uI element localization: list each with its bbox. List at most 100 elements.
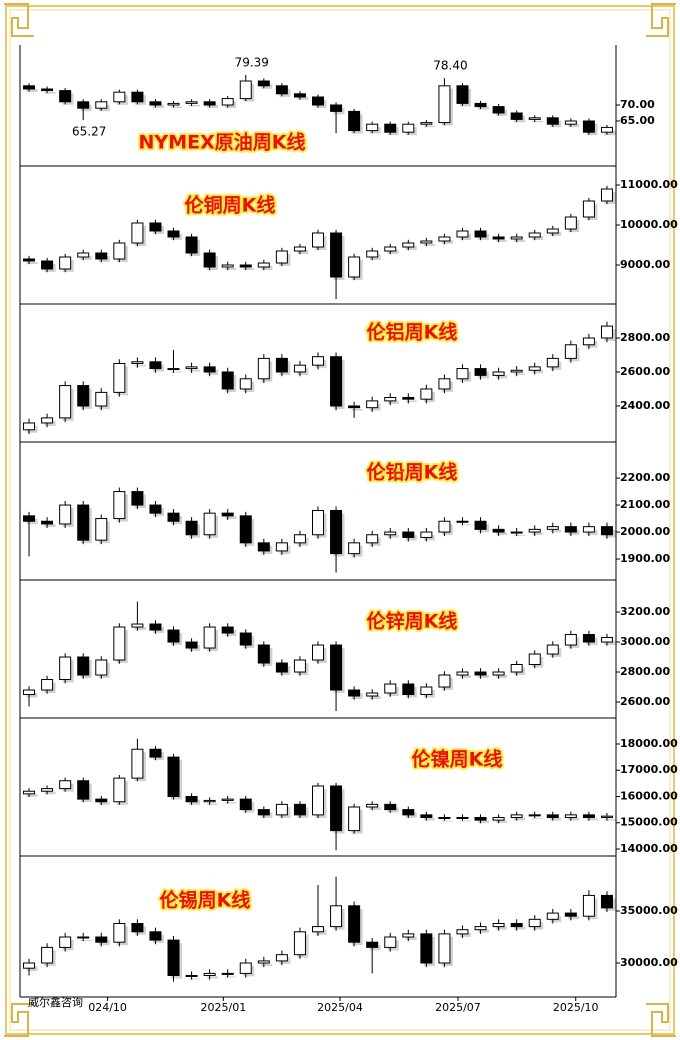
candle-body — [420, 388, 433, 400]
candle-shadow — [261, 84, 273, 89]
candle-body — [582, 526, 595, 533]
candle-shadow — [98, 802, 110, 805]
candle-body — [239, 378, 252, 390]
candle-shadow — [478, 106, 490, 110]
candle-shadow — [604, 640, 616, 646]
candle-body — [95, 936, 108, 943]
candle-shadow — [532, 817, 544, 819]
candle-body — [113, 777, 126, 803]
candle-body — [167, 629, 180, 643]
candle-body — [185, 366, 198, 370]
candle-shadow — [387, 400, 399, 404]
candle-body — [528, 918, 541, 928]
candle-body — [257, 644, 270, 664]
candle-body — [41, 520, 54, 525]
candle-body — [41, 679, 54, 691]
candle-body — [546, 814, 559, 818]
candle-shadow — [550, 817, 562, 821]
candle-body — [420, 686, 433, 696]
candle-body — [275, 250, 288, 264]
candle-shadow — [189, 978, 201, 980]
candle-body — [528, 814, 541, 817]
candle-body — [474, 368, 487, 376]
candle-shadow — [297, 96, 309, 100]
candle-body — [95, 391, 108, 407]
candle-body — [510, 922, 523, 928]
annotation: 78.40 — [433, 59, 467, 73]
candle-body — [402, 242, 415, 248]
candle-body — [366, 123, 379, 132]
y-tick-label: 9000.00 — [620, 258, 670, 271]
candle-body — [257, 357, 270, 380]
candle-body — [23, 515, 36, 522]
candle-shadow — [171, 371, 183, 373]
candle-shadow — [496, 532, 508, 536]
candle-body — [366, 534, 379, 544]
candle-shadow — [459, 524, 471, 526]
candle-shadow — [514, 373, 526, 375]
candle-body — [131, 361, 144, 364]
candle-shadow — [405, 936, 417, 940]
candle-body — [582, 120, 595, 133]
candle-body — [203, 512, 216, 536]
panel-title: 伦锡周K线 — [160, 889, 251, 912]
candle-body — [203, 626, 216, 649]
candle-body — [239, 632, 252, 646]
candle-shadow — [189, 104, 201, 107]
y-tick-label: 65.00 — [620, 114, 655, 127]
candle-body — [492, 528, 505, 533]
candle-shadow — [478, 820, 490, 824]
candle-body — [420, 122, 433, 125]
candle-body — [131, 922, 144, 933]
x-tick-label: 2025/10 — [553, 1001, 599, 1014]
candle-body — [203, 101, 216, 106]
candle-body — [167, 939, 180, 976]
candle-body — [420, 240, 433, 244]
candle-body — [528, 528, 541, 533]
candle-shadow — [514, 926, 526, 930]
candle-shadow — [514, 240, 526, 242]
candle-body — [131, 91, 144, 103]
candle-body — [257, 262, 270, 268]
candle-shadow — [478, 675, 490, 679]
candle-shadow — [134, 364, 146, 367]
frame — [5, 5, 675, 1035]
candle-body — [59, 780, 72, 790]
candle-body — [167, 102, 180, 106]
candle-body — [600, 526, 613, 536]
candle-body — [420, 814, 433, 818]
candle-body — [257, 809, 270, 816]
candle-body — [456, 368, 469, 380]
candle-body — [348, 806, 361, 832]
candle-body — [384, 246, 397, 252]
candle-body — [564, 634, 577, 646]
y-tick-label: 2800.00 — [620, 665, 670, 678]
candle-body — [293, 803, 306, 816]
candle-shadow — [207, 104, 219, 108]
candle-body — [239, 264, 252, 268]
candle-body — [510, 369, 523, 373]
candle-body — [402, 531, 415, 538]
candle-shadow — [225, 516, 237, 519]
candle-body — [600, 188, 613, 202]
candle-body — [275, 803, 288, 816]
candle-body — [564, 344, 577, 359]
candle-body — [546, 912, 559, 920]
candle-body — [221, 626, 234, 634]
candle-body — [582, 200, 595, 218]
candle-body — [167, 756, 180, 797]
candle-body — [312, 644, 324, 661]
y-tick-label: 2800.00 — [620, 331, 670, 344]
y-tick-label: 2200.00 — [620, 471, 670, 484]
candle-body — [239, 798, 252, 811]
candle-body — [474, 102, 487, 108]
candle-shadow — [225, 976, 237, 978]
candle-body — [149, 504, 162, 514]
candle-body — [384, 803, 397, 811]
candle-body — [131, 222, 144, 244]
panel-title: 伦铅周K线 — [367, 461, 458, 484]
candle-body — [77, 656, 90, 676]
candle-shadow — [496, 240, 508, 242]
candle-body — [510, 664, 523, 673]
candle-shadow — [134, 627, 146, 631]
